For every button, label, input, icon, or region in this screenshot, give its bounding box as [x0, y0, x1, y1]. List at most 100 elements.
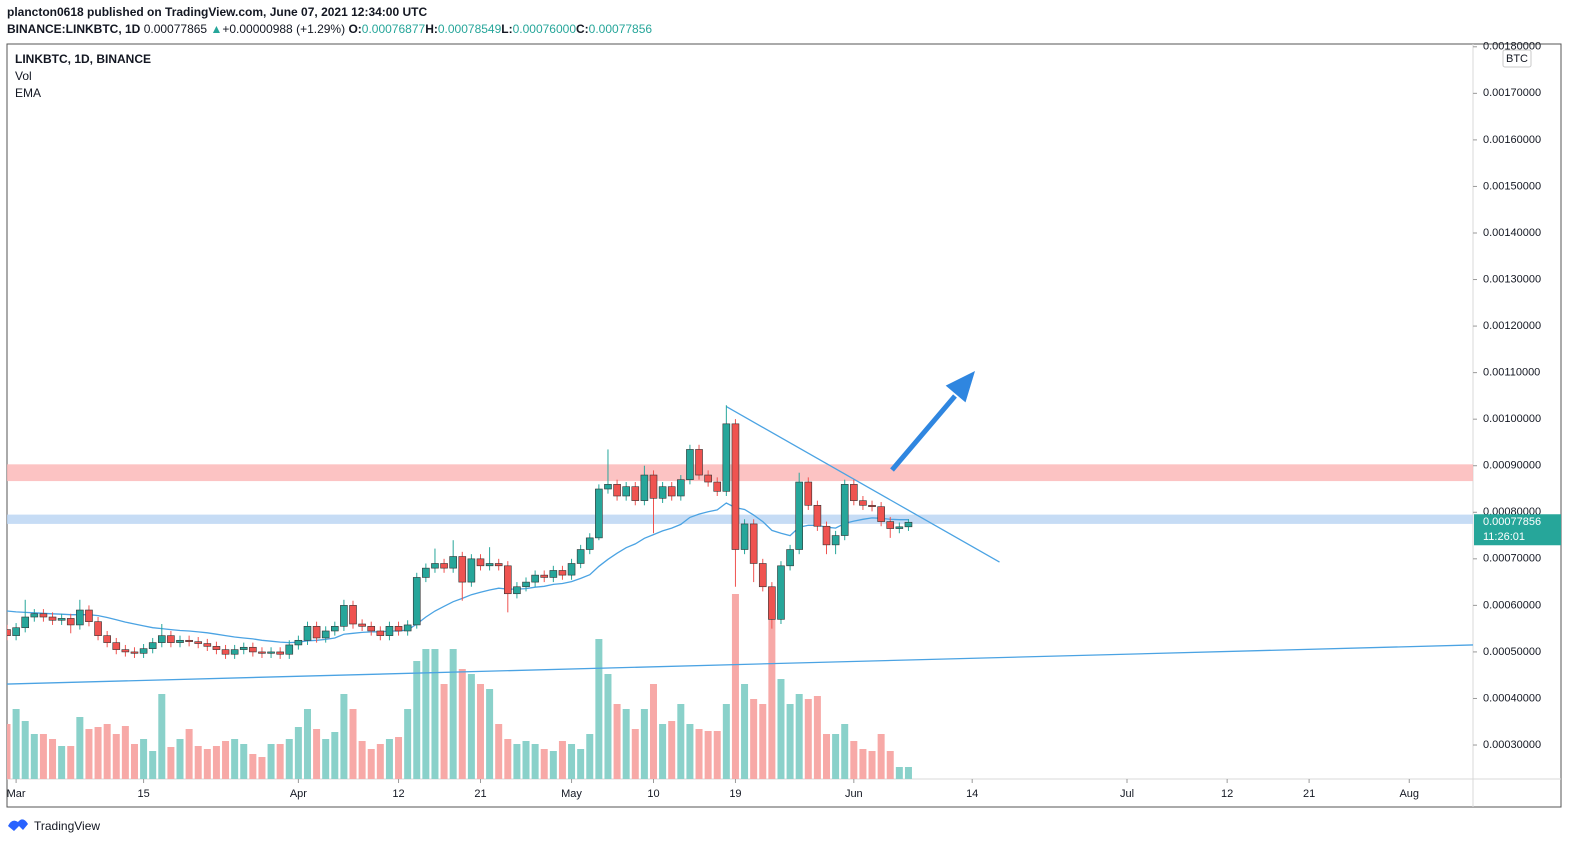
candle-body [449, 556, 457, 569]
volume-bar [240, 744, 248, 779]
volume-bar [695, 729, 703, 779]
volume-bar [294, 727, 302, 779]
candle-body [640, 474, 649, 501]
legend-ema: EMA [15, 86, 41, 100]
candle-body [540, 574, 549, 578]
x-tick-label: 10 [647, 788, 659, 800]
volume-bar [303, 709, 311, 779]
candle-body [403, 624, 412, 632]
volume-bar [813, 696, 821, 779]
x-tick-label: 14 [966, 788, 978, 800]
y-tick-label: 0.00090000 [1483, 460, 1541, 472]
candle-body [340, 605, 348, 627]
candle-body [886, 521, 895, 529]
candle-body [194, 641, 203, 644]
volume-bar [868, 751, 876, 779]
volume-bar [850, 741, 858, 779]
x-tick-label: 21 [474, 788, 486, 800]
volume-bar [285, 739, 293, 779]
candle-body [731, 423, 740, 550]
ohlc-label: L: [501, 22, 513, 36]
candle-body [777, 565, 785, 620]
candle-body [585, 537, 594, 550]
volume-bar [568, 744, 576, 779]
candle-body [522, 581, 530, 588]
volume-bar [249, 754, 257, 779]
candle-body [476, 558, 485, 567]
candle-body [312, 626, 321, 639]
x-tick-label: Jun [845, 788, 863, 800]
candle-body [877, 506, 885, 522]
candle-body [622, 486, 630, 497]
candle-body [485, 563, 494, 567]
volume-bar [649, 684, 657, 779]
volume-bar [322, 739, 330, 779]
candle-body [686, 449, 694, 480]
volume-bar [741, 684, 749, 779]
volume-bar [558, 741, 566, 779]
volume-bar [704, 731, 712, 779]
footer-brand: TradingView [34, 819, 101, 833]
candle-body [431, 563, 439, 569]
candle-body [30, 613, 39, 618]
volume-bar [358, 741, 366, 779]
volume-bar [103, 724, 111, 779]
volume-bar [340, 694, 348, 779]
y-tick-label: 0.00040000 [1483, 692, 1541, 704]
volume-bar [39, 734, 47, 779]
volume-bar [267, 744, 275, 779]
candle-body [331, 626, 339, 632]
volume-bar [7, 724, 11, 779]
candle-body [831, 535, 840, 546]
candle-body [704, 474, 712, 483]
candle-body [39, 613, 48, 618]
volume-bar [659, 724, 667, 779]
candle-body [558, 570, 567, 576]
volume-bar [668, 721, 676, 779]
volume-bar [504, 739, 512, 779]
x-tick-label: 21 [1303, 788, 1315, 800]
candle-body [221, 649, 230, 655]
candle-body [176, 639, 184, 643]
candle-body [467, 558, 476, 583]
ohlc-value: 0.00076000 [512, 22, 576, 36]
volume-bar [21, 721, 29, 779]
candle-body [7, 629, 11, 636]
volume-bar [731, 594, 739, 779]
volume-bar [604, 674, 612, 779]
x-tick-label: 15 [137, 788, 149, 800]
volume-bar [795, 694, 803, 779]
volume-bar [823, 734, 831, 779]
candle-body [394, 626, 403, 632]
candle-body [349, 605, 357, 625]
volume-bar [440, 684, 448, 779]
volume-bar [859, 749, 867, 779]
candle-body [649, 474, 658, 499]
candle-body [422, 567, 430, 578]
volume-bar [467, 674, 475, 779]
candle-body [868, 504, 876, 507]
volume-bar [258, 757, 266, 779]
candle-body [613, 484, 621, 497]
volume-bar [458, 669, 466, 779]
plot-area [7, 405, 1473, 779]
candle-body [504, 565, 512, 595]
volume-bar [49, 739, 57, 779]
symbol: BINANCE:LINKBTC, 1D [7, 22, 141, 36]
y-tick-label: 0.00120000 [1483, 320, 1541, 332]
volume-bar [158, 694, 166, 779]
ohlc: O:0.00076877H:0.00078549L:0.00076000C:0.… [348, 22, 652, 36]
candle-body [494, 563, 503, 567]
y-tick-label: 0.00180000 [1483, 41, 1541, 53]
volume-bar [613, 704, 621, 779]
price-zone [7, 514, 1473, 524]
ohlc-label: H: [425, 22, 438, 36]
candle-body [850, 484, 858, 501]
candle-body [76, 609, 84, 626]
y-tick-label: 0.00140000 [1483, 227, 1541, 239]
volume-bar [768, 594, 776, 779]
volume-bar [130, 744, 138, 779]
y-tick-label: 0.00060000 [1483, 599, 1541, 611]
